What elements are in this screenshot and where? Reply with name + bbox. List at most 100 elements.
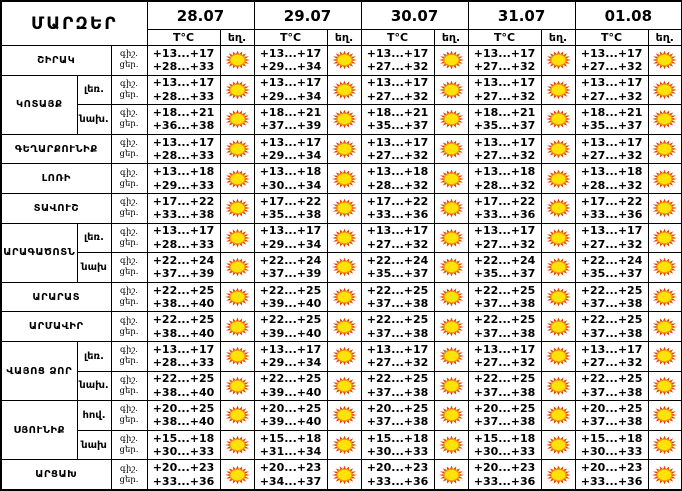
temperature-cell: +13...+17 +27...+32 xyxy=(467,133,542,165)
sun-icon xyxy=(545,406,571,425)
night-temp: +22...+25 xyxy=(473,372,536,386)
weather-header-4: եղ. xyxy=(540,29,576,46)
day-temp: +33...+36 xyxy=(473,208,536,222)
night-temp: +15...+18 xyxy=(473,431,536,445)
temperature-cell: +22...+24 +37...+39 xyxy=(253,252,328,283)
night-temp: +22...+25 xyxy=(259,372,322,386)
temperature-cell: +20...+23 +33...+36 xyxy=(146,459,221,491)
temperature-cell: +22...+25 +39...+40 xyxy=(253,311,328,342)
temperature-cell: +13...+18 +29...+33 xyxy=(146,163,221,194)
weather-cell xyxy=(433,459,469,491)
day-label: ցեր. xyxy=(119,445,139,456)
night-temp: +13...+17 xyxy=(473,224,536,238)
daypart-labels: գիշ. ցեր. xyxy=(110,252,148,283)
weather-cell xyxy=(540,311,576,342)
night-label: գիշ. xyxy=(120,197,138,208)
day-temp: +39...+40 xyxy=(259,326,322,340)
weather-cell xyxy=(540,281,576,313)
weather-cell xyxy=(326,311,362,342)
weather-cell xyxy=(647,459,682,491)
night-temp: +13...+17 xyxy=(366,76,429,90)
weather-cell xyxy=(219,281,255,313)
day-temp: +37...+38 xyxy=(473,326,536,340)
night-label: գիշ. xyxy=(120,315,138,326)
day-temp: +27...+32 xyxy=(580,60,643,74)
temperature-cell: +13...+17 +27...+32 xyxy=(360,340,435,372)
temperature-cell: +13...+17 +28...+33 xyxy=(146,74,221,106)
weather-cell xyxy=(219,45,255,76)
sun-icon xyxy=(545,258,571,277)
night-temp: +13...+17 xyxy=(259,224,322,238)
temp-header-1: T°C xyxy=(146,29,221,46)
weather-cell xyxy=(219,459,255,491)
sun-icon xyxy=(652,346,678,366)
date-header-4: 31.07 xyxy=(467,0,576,30)
date-header-5: 01.08 xyxy=(574,0,682,30)
weather-cell xyxy=(647,74,682,106)
sun-icon xyxy=(224,465,250,484)
night-temp: +18...+21 xyxy=(580,105,643,119)
temperature-cell: +20...+25 +37...+38 xyxy=(360,400,435,431)
day-temp: +27...+32 xyxy=(473,149,536,163)
night-temp: +18...+21 xyxy=(473,105,536,119)
temperature-cell: +22...+25 +39...+40 xyxy=(253,370,328,402)
weather-cell xyxy=(540,74,576,106)
sun-icon xyxy=(331,50,357,70)
night-temp: +20...+25 xyxy=(580,401,643,415)
day-temp: +37...+38 xyxy=(473,385,536,399)
weather-cell xyxy=(540,45,576,76)
day-temp: +27...+32 xyxy=(473,237,536,251)
sun-icon xyxy=(545,287,571,307)
daypart-labels: գիշ. ցեր. xyxy=(110,133,148,165)
daypart-labels: գիշ. ցեր. xyxy=(110,400,148,431)
day-temp: +37...+38 xyxy=(366,385,429,399)
temperature-cell: +13...+17 +28...+33 xyxy=(146,222,221,254)
night-temp: +13...+17 xyxy=(580,46,643,60)
weather-cell xyxy=(433,340,469,372)
night-temp: +22...+25 xyxy=(580,372,643,386)
night-temp: +18...+21 xyxy=(259,105,322,119)
day-temp: +27...+32 xyxy=(366,89,429,103)
night-temp: +13...+17 xyxy=(580,342,643,356)
weather-cell xyxy=(326,222,362,254)
temperature-cell: +20...+23 +33...+36 xyxy=(360,459,435,491)
night-temp: +13...+17 xyxy=(366,135,429,149)
night-label: գիշ. xyxy=(120,108,138,119)
day-temp: +33...+36 xyxy=(473,474,536,488)
temperature-cell: +22...+25 +37...+38 xyxy=(467,370,542,402)
night-label: գիշ. xyxy=(120,345,138,356)
weather-cell xyxy=(647,370,682,402)
night-temp: +22...+25 xyxy=(152,372,215,386)
sun-icon xyxy=(652,139,678,159)
table-row: ԼՈՌԻ գիշ. ցեր. +13...+18 +29...+33 +13...+18 +… xyxy=(0,163,682,194)
weather-cell xyxy=(219,74,255,106)
night-temp: +22...+25 xyxy=(259,283,322,297)
weather-cell xyxy=(540,459,576,491)
day-label: ցեր. xyxy=(119,149,139,160)
weather-cell xyxy=(326,163,362,194)
night-label: գիշ. xyxy=(120,167,138,178)
day-temp: +27...+32 xyxy=(473,89,536,103)
temperature-cell: +20...+25 +37...+38 xyxy=(574,400,649,431)
weather-cell xyxy=(433,45,469,76)
day-temp: +37...+39 xyxy=(259,267,322,281)
sun-icon xyxy=(438,258,464,277)
day-temp: +28...+33 xyxy=(152,237,215,251)
day-temp: +33...+36 xyxy=(580,208,643,222)
weather-cell xyxy=(540,252,576,283)
weather-cell xyxy=(433,222,469,254)
weather-cell xyxy=(219,163,255,194)
night-temp: +13...+17 xyxy=(259,46,322,60)
night-temp: +22...+25 xyxy=(580,313,643,327)
day-temp: +37...+38 xyxy=(580,326,643,340)
table-row: նախ. գիշ. ցեր. +22...+25 +38...+40 +22...+25 +… xyxy=(1,370,682,402)
temperature-cell: +22...+25 +39...+40 xyxy=(253,281,328,313)
temp-header-5: T°C xyxy=(574,29,649,46)
daypart-labels: գիշ. ցեր. xyxy=(110,311,148,342)
date-header-2: 29.07 xyxy=(253,0,362,30)
weather-cell xyxy=(647,252,682,283)
weather-cell xyxy=(647,192,682,224)
sun-icon xyxy=(224,110,250,129)
day-temp: +29...+34 xyxy=(259,149,322,163)
night-temp: +17...+22 xyxy=(152,194,215,208)
